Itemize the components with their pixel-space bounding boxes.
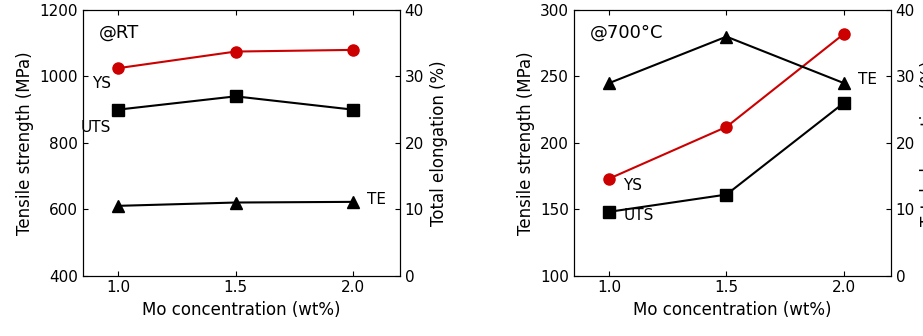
Text: TE: TE <box>857 72 877 87</box>
Text: YS: YS <box>623 178 642 193</box>
Text: TE: TE <box>367 192 386 207</box>
X-axis label: Mo concentration (wt%): Mo concentration (wt%) <box>633 301 832 319</box>
Y-axis label: Total elongation (%): Total elongation (%) <box>920 60 923 225</box>
Text: @RT: @RT <box>99 24 139 41</box>
Text: YS: YS <box>92 77 112 91</box>
Text: UTS: UTS <box>81 120 112 135</box>
Y-axis label: Total elongation (%): Total elongation (%) <box>429 60 448 225</box>
Text: @700°C: @700°C <box>590 24 664 41</box>
Text: UTS: UTS <box>623 208 653 223</box>
Y-axis label: Tensile strength (MPa): Tensile strength (MPa) <box>517 51 534 235</box>
Y-axis label: Tensile strength (MPa): Tensile strength (MPa) <box>17 51 34 235</box>
X-axis label: Mo concentration (wt%): Mo concentration (wt%) <box>142 301 341 319</box>
